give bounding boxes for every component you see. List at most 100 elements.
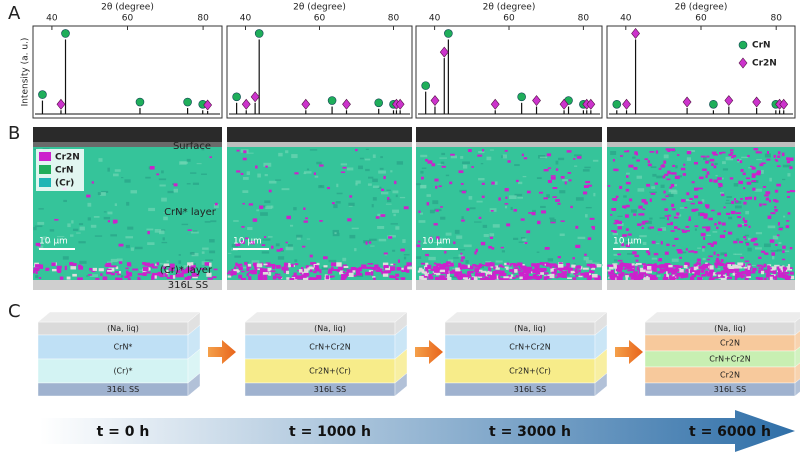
phase-speck bbox=[654, 263, 657, 266]
phase-speck bbox=[257, 275, 264, 281]
texture bbox=[540, 205, 546, 209]
phase-speck bbox=[235, 262, 238, 267]
phase-speck bbox=[227, 272, 230, 275]
phase-speck bbox=[670, 183, 675, 188]
marker: Cr2N bbox=[559, 98, 569, 110]
texture bbox=[162, 237, 165, 241]
phase-speck bbox=[381, 271, 385, 275]
phase-speck bbox=[578, 275, 583, 278]
phase-speck bbox=[251, 270, 257, 275]
texture bbox=[67, 223, 71, 228]
texture bbox=[285, 150, 289, 154]
texture bbox=[550, 219, 557, 223]
texture bbox=[334, 232, 337, 235]
phase-speck bbox=[769, 269, 774, 273]
phase-speck bbox=[733, 240, 738, 244]
phase-speck bbox=[391, 275, 397, 279]
phase-speck bbox=[647, 274, 652, 276]
phase-speck bbox=[56, 265, 62, 269]
phase-speck bbox=[677, 154, 680, 156]
phase-speck bbox=[454, 273, 459, 277]
phase-speck bbox=[784, 271, 787, 276]
phase-speck bbox=[614, 219, 619, 222]
phase-speck bbox=[500, 270, 505, 274]
phase-speck bbox=[718, 272, 721, 278]
phase-speck bbox=[525, 266, 531, 270]
x-tick-label: 80 bbox=[770, 14, 782, 24]
step-arrow bbox=[615, 340, 643, 364]
layer-side bbox=[794, 317, 800, 336]
phase-speck bbox=[385, 266, 391, 271]
texture bbox=[114, 203, 118, 207]
legend-label: CrN bbox=[55, 166, 74, 176]
layer-label: (Cr)* bbox=[113, 367, 132, 376]
phase-speck bbox=[301, 245, 306, 248]
phase-speck bbox=[607, 185, 611, 187]
phase-speck bbox=[673, 226, 678, 229]
phase-speck bbox=[214, 202, 218, 206]
phase-speck bbox=[425, 267, 429, 270]
phase-speck bbox=[316, 269, 320, 272]
phase-speck bbox=[566, 150, 572, 153]
texture bbox=[776, 249, 782, 252]
layer-label: (Na, liq) bbox=[714, 324, 746, 333]
texture bbox=[651, 186, 656, 190]
texture bbox=[504, 205, 508, 209]
phase-speck bbox=[543, 197, 548, 200]
phase-speck bbox=[683, 264, 688, 269]
phase-speck bbox=[92, 267, 97, 271]
phase-speck bbox=[204, 262, 211, 266]
phase-speck bbox=[426, 202, 430, 206]
phase-speck bbox=[708, 217, 713, 221]
layer-front bbox=[244, 334, 396, 360]
phase-speck bbox=[150, 263, 155, 267]
texture bbox=[744, 234, 749, 237]
phase-speck bbox=[538, 191, 544, 194]
phase-speck bbox=[738, 180, 743, 185]
phase-speck bbox=[625, 263, 632, 268]
texture bbox=[660, 226, 667, 231]
phase-speck bbox=[474, 251, 477, 254]
texture bbox=[482, 224, 488, 228]
texture bbox=[161, 170, 164, 174]
phase-speck bbox=[721, 270, 725, 275]
phase-speck bbox=[578, 269, 581, 273]
phase-speck bbox=[650, 192, 656, 195]
time-label: t = 0 h bbox=[97, 424, 150, 440]
texture bbox=[364, 158, 371, 161]
phase-speck bbox=[612, 158, 615, 162]
phase-speck bbox=[463, 275, 470, 280]
phase-speck bbox=[503, 276, 509, 279]
phase-speck bbox=[769, 239, 775, 243]
texture bbox=[469, 274, 474, 276]
phase-speck bbox=[709, 269, 715, 273]
marker: CrN bbox=[183, 97, 192, 107]
phase-speck bbox=[257, 274, 263, 278]
phase-speck bbox=[516, 262, 523, 266]
phase-speck bbox=[212, 276, 217, 279]
phase-speck bbox=[358, 266, 362, 272]
texture bbox=[539, 156, 548, 159]
texture bbox=[372, 154, 376, 158]
texture bbox=[44, 241, 51, 244]
phase-speck bbox=[374, 264, 379, 269]
phase-speck bbox=[764, 269, 770, 273]
texture bbox=[392, 249, 396, 252]
phase-speck bbox=[711, 151, 717, 155]
texture bbox=[722, 168, 729, 171]
phase-speck bbox=[484, 275, 489, 279]
phase-speck bbox=[743, 187, 746, 190]
phase-speck bbox=[107, 220, 110, 223]
phase-speck bbox=[713, 165, 717, 169]
phase-speck bbox=[677, 265, 683, 268]
phase-speck bbox=[696, 262, 701, 266]
marker: Cr2N bbox=[203, 99, 213, 111]
phase-speck bbox=[716, 261, 722, 264]
phase-speck bbox=[728, 267, 733, 269]
texture bbox=[575, 197, 584, 201]
time-arrow bbox=[40, 410, 795, 452]
phase-speck bbox=[331, 262, 337, 267]
texture bbox=[460, 156, 464, 159]
phase-speck bbox=[309, 268, 313, 273]
phase-speck bbox=[265, 262, 271, 267]
